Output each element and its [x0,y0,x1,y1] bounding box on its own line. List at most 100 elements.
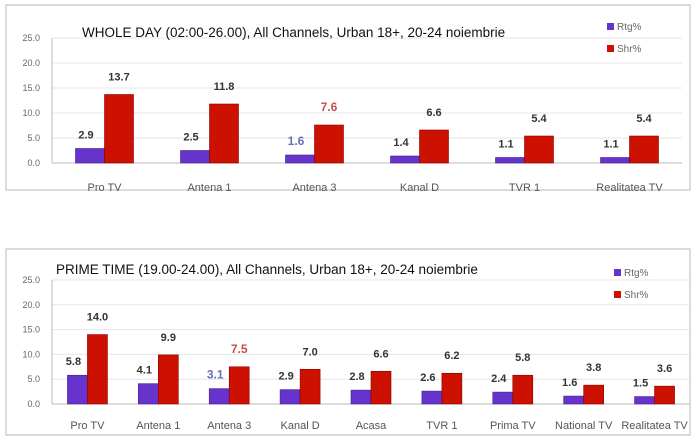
x-category-label: Pro TV [70,420,105,432]
bar-shr [104,94,134,164]
bar-rtg [563,395,584,405]
bar-rtg [138,383,159,405]
data-label: 2.5 [183,132,198,144]
data-label: 4.1 [137,365,152,377]
legend-label: Shr% [624,290,649,301]
legend-label: Shr% [617,44,642,55]
data-label: 7.6 [321,100,338,114]
bar-rtg [421,390,443,405]
x-category-label: Antena 1 [187,182,231,194]
data-label: 1.5 [633,378,648,390]
data-label: 2.9 [78,130,93,142]
data-label: 2.4 [491,373,507,385]
data-label: 5.8 [515,352,530,364]
x-category-label: Acasa [356,420,387,432]
y-tick-label: 0.0 [27,399,40,409]
y-tick-label: 5.0 [27,133,40,143]
legend-label: Rtg% [624,268,649,279]
data-label: 2.8 [349,371,364,383]
legend-swatch [607,23,614,30]
bar-shr [441,372,463,405]
bar-rtg [634,396,655,405]
data-label: 1.1 [603,139,618,151]
chart-2: 0.0 5.0 10.0 15.0 20.0 25.0 PRIME TIME (19.00-… [5,248,691,436]
x-category-label: Antena 3 [207,420,251,432]
bar-shr [87,334,108,405]
x-category-label: Antena 3 [292,182,336,194]
data-label: 2.9 [278,371,293,383]
chart-title: PRIME TIME (19.00-24.00), All Channels, … [56,262,478,277]
x-category-label: Pro TV [87,182,122,194]
data-label: 1.1 [498,139,513,151]
y-tick-label: 20.0 [22,58,40,68]
bar-rtg [279,389,301,405]
data-label: 1.6 [562,377,577,389]
x-category-label: TVR 1 [426,420,457,432]
y-tick-label: 20.0 [22,300,40,310]
y-tick-label: 10.0 [22,108,40,118]
bar-shr [299,368,321,405]
data-label: 6.2 [444,350,459,362]
x-category-label: Prima TV [490,420,536,432]
bar-shr [654,385,675,405]
data-label: 13.7 [108,72,129,84]
bar-shr [370,370,392,405]
data-label: 6.6 [373,348,388,360]
data-label: 11.8 [214,81,235,93]
x-category-label: TVR 1 [509,182,540,194]
data-label: 2.6 [420,372,435,384]
data-label: 5.4 [531,113,547,125]
bar-shr [512,374,534,405]
bar-shr [314,124,344,164]
legend-swatch [614,291,621,298]
y-tick-label: 25.0 [22,275,40,285]
bar-rtg [285,154,315,164]
bar-rtg [600,157,630,164]
bar-shr [524,135,554,164]
chart-title: WHOLE DAY (02:00-26.00), All Channels, U… [82,25,505,40]
data-label: 9.9 [161,332,176,344]
data-label: 3.8 [586,362,601,374]
y-tick-label: 0.0 [27,158,40,168]
bar-rtg [208,388,230,405]
data-label: 6.6 [426,107,441,119]
bar-shr [209,103,239,164]
data-label: 3.1 [207,368,224,382]
bar-shr [419,129,449,164]
legend-label: Rtg% [617,22,642,33]
y-tick-label: 5.0 [27,374,40,384]
bar-rtg [350,389,372,405]
y-tick-label: 10.0 [22,349,40,359]
data-label: 5.4 [636,113,652,125]
x-category-label: Realitatea TV [596,182,663,194]
bar-shr [629,135,659,164]
data-label: 7.5 [231,342,248,356]
bar-rtg [492,391,514,405]
bar-shr [583,384,604,405]
x-category-label: Realitatea TV [621,420,688,432]
bar-rtg [495,157,525,164]
legend-swatch [607,45,614,52]
bar-rtg [67,374,88,405]
y-tick-label: 15.0 [22,325,40,335]
y-tick-label: 25.0 [22,33,40,43]
bar-shr [158,354,179,405]
data-label: 1.4 [393,137,409,149]
legend-swatch [614,269,621,276]
data-label: 5.8 [66,356,81,368]
bar-rtg [390,155,420,164]
data-label: 3.6 [657,363,672,375]
x-category-label: Kanal D [400,182,439,194]
data-label: 1.6 [288,134,305,148]
x-category-label: Antena 1 [136,420,180,432]
x-category-label: National TV [555,420,613,432]
bar-shr [228,366,250,405]
data-label: 7.0 [302,346,317,358]
chart-1: 0.0 5.0 10.0 15.0 20.0 25.0 WHOLE DAY (02:00-2… [5,4,691,194]
x-category-label: Kanal D [281,420,320,432]
bar-rtg [75,148,105,164]
bar-rtg [180,150,210,164]
y-tick-label: 15.0 [22,83,40,93]
data-label: 14.0 [87,312,108,324]
